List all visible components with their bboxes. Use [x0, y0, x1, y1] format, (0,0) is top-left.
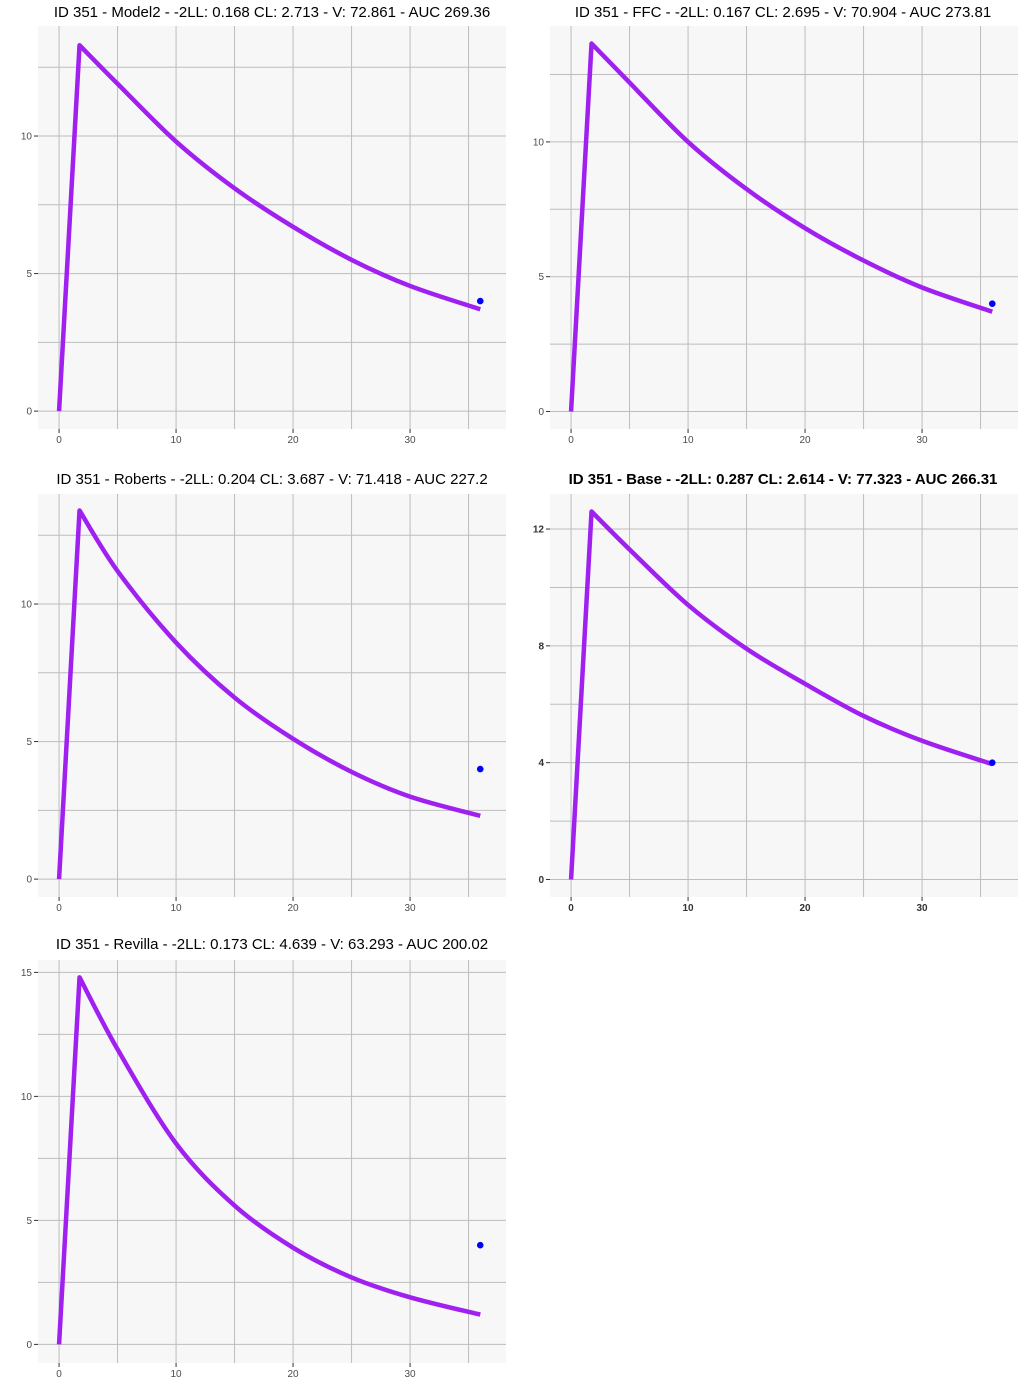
plot-background — [550, 494, 1018, 897]
chart-svg: 0 10 20 30 0 5 10 — [533, 26, 1018, 446]
observed-point — [476, 765, 484, 773]
prediction-line — [56, 43, 481, 412]
prediction-line — [568, 509, 993, 880]
observed-point — [988, 759, 996, 766]
x-tick-label: 0 — [568, 435, 574, 446]
x-tick-label: 0 — [56, 903, 62, 914]
y-tick-label: 10 — [21, 1092, 33, 1103]
y-tick-label: 0 — [26, 407, 32, 418]
chart-title: ID 351 - FFC - -2LL: 0.167 CL: 2.695 - V… — [574, 4, 992, 21]
observed-point — [988, 300, 996, 307]
x-tick-label: 10 — [682, 903, 694, 914]
x-tick-label: 30 — [404, 903, 416, 914]
chart-svg: 0 10 20 30 0 4 8 12 — [533, 494, 1018, 914]
chart-plot: 0 10 20 30 0 5 10 — [524, 26, 1018, 451]
x-tick-label: 30 — [916, 903, 928, 914]
x-tick-label: 10 — [170, 435, 182, 446]
chart-svg: 0 10 20 30 0 5 10 — [21, 494, 506, 914]
y-tick-label: 5 — [538, 272, 544, 283]
observed-point — [476, 1241, 484, 1249]
y-tick-label: 4 — [538, 758, 544, 769]
y-tick-label: 10 — [533, 137, 545, 148]
y-tick-label: 0 — [26, 875, 32, 886]
y-tick-label: 5 — [26, 1216, 32, 1227]
x-tick-label: 20 — [799, 903, 811, 914]
x-tick-label: 20 — [287, 435, 299, 446]
x-tick-label: 0 — [568, 903, 574, 914]
plot-background — [38, 26, 506, 429]
chart-title: ID 351 - Revilla - -2LL: 0.173 CL: 4.639… — [55, 936, 489, 953]
prediction-line — [56, 508, 481, 880]
chart-svg: 0 10 20 30 0 5 10 — [21, 26, 506, 446]
y-tick-label: 0 — [26, 1340, 32, 1351]
prediction-line — [568, 41, 993, 412]
chart-plot: 0 10 20 30 0 5 10 — [12, 26, 506, 451]
plot-background — [38, 494, 506, 897]
chart-title: ID 351 - Model2 - -2LL: 0.168 CL: 2.713 … — [53, 4, 491, 21]
x-tick-label: 10 — [170, 903, 182, 914]
chart-title: ID 351 - Roberts - -2LL: 0.204 CL: 3.687… — [56, 471, 488, 488]
y-tick-label: 5 — [26, 269, 32, 280]
prediction-line — [56, 975, 481, 1345]
plot-background — [550, 26, 1018, 429]
chart-plot: 0 10 20 30 0 5 10 15 — [12, 960, 506, 1385]
chart-svg: 0 10 20 30 0 5 10 15 — [21, 960, 506, 1380]
y-tick-label: 8 — [538, 641, 544, 652]
chart-plot: 0 10 20 30 0 4 8 12 — [524, 494, 1018, 919]
plot-background — [38, 960, 506, 1363]
y-tick-label: 0 — [538, 407, 544, 418]
y-tick-label: 10 — [21, 132, 33, 143]
observed-point — [476, 297, 484, 305]
chart-plot: 0 10 20 30 0 5 10 — [12, 494, 506, 919]
y-tick-label: 5 — [26, 737, 32, 748]
y-tick-label: 10 — [21, 600, 33, 611]
chart-title: ID 351 - Base - -2LL: 0.287 CL: 2.614 - … — [568, 471, 998, 488]
x-tick-label: 20 — [799, 435, 811, 446]
x-tick-label: 20 — [287, 1369, 299, 1380]
y-tick-label: 15 — [21, 968, 33, 979]
x-tick-label: 0 — [56, 1369, 62, 1380]
y-tick-label: 0 — [538, 875, 544, 886]
x-tick-label: 30 — [404, 435, 416, 446]
x-tick-label: 10 — [170, 1369, 182, 1380]
x-tick-label: 20 — [287, 903, 299, 914]
x-tick-label: 10 — [682, 435, 694, 446]
x-tick-label: 0 — [56, 435, 62, 446]
x-tick-label: 30 — [916, 435, 928, 446]
x-tick-label: 30 — [404, 1369, 416, 1380]
y-tick-label: 12 — [533, 525, 545, 536]
